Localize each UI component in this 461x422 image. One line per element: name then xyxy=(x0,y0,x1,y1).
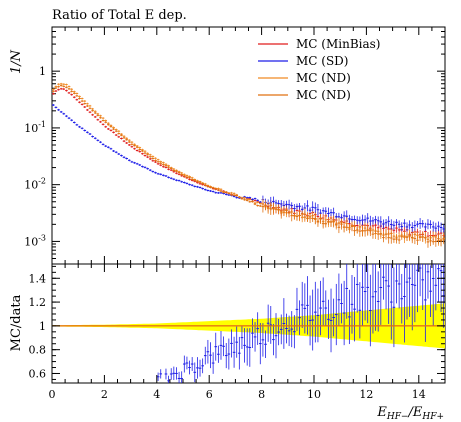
top-y-tick-label: 10-2 xyxy=(24,177,46,192)
bottom-y-tick-label: 0.8 xyxy=(29,344,47,357)
bottom-y-axis: 0.6 0.8 1 1.2 1.4 xyxy=(29,265,445,380)
x-axis-label: EHF−/EHF+ xyxy=(376,405,444,422)
x-tick-label: 0 xyxy=(49,388,56,401)
x-tick-label: 6 xyxy=(206,388,213,401)
bottom-y-tick-label: 1.4 xyxy=(29,272,47,285)
top-y-axis-label: 1/N xyxy=(9,49,24,74)
bottom-y-axis-label: MC/data xyxy=(9,294,24,351)
x-axis: 0 2 4 6 8 10 12 14 xyxy=(49,27,446,401)
x-tick-label: 4 xyxy=(153,388,160,401)
legend-label: MC (ND) xyxy=(296,71,351,85)
series-3 xyxy=(52,84,445,248)
bottom-y-tick-label: 1 xyxy=(39,320,46,333)
top-y-tick-label: 1 xyxy=(39,65,46,78)
series-0 xyxy=(52,87,445,242)
x-tick-label: 10 xyxy=(307,388,321,401)
x-tick-label: 8 xyxy=(258,388,265,401)
legend: MC (MinBias) MC (SD) MC (ND) MC (ND) xyxy=(258,37,380,102)
bottom-y-tick-label: 0.6 xyxy=(29,367,47,380)
ratio-series-1 xyxy=(156,264,445,383)
x-tick-label: 14 xyxy=(412,388,426,401)
top-y-tick-label: 10-1 xyxy=(24,120,46,135)
top-y-axis: 10-3 10-2 10-1 1 xyxy=(24,26,445,265)
legend-label: MC (SD) xyxy=(296,54,349,68)
bottom-series-layer xyxy=(52,264,445,383)
x-tick-label: 12 xyxy=(359,388,373,401)
x-tick-label: 2 xyxy=(101,388,108,401)
top-y-tick-exponent: -2 xyxy=(38,177,46,186)
top-series-layer xyxy=(52,82,445,248)
top-y-tick-label: 10-3 xyxy=(24,233,46,248)
top-y-tick-exponent: -3 xyxy=(38,233,46,242)
series-1 xyxy=(52,104,445,234)
top-y-tick-exponent: -1 xyxy=(38,120,46,129)
legend-label: MC (MinBias) xyxy=(296,37,380,51)
chart-title: Ratio of Total E dep. xyxy=(52,8,187,23)
bottom-y-tick-label: 1.2 xyxy=(29,296,47,309)
legend-label: MC (ND) xyxy=(296,88,351,102)
